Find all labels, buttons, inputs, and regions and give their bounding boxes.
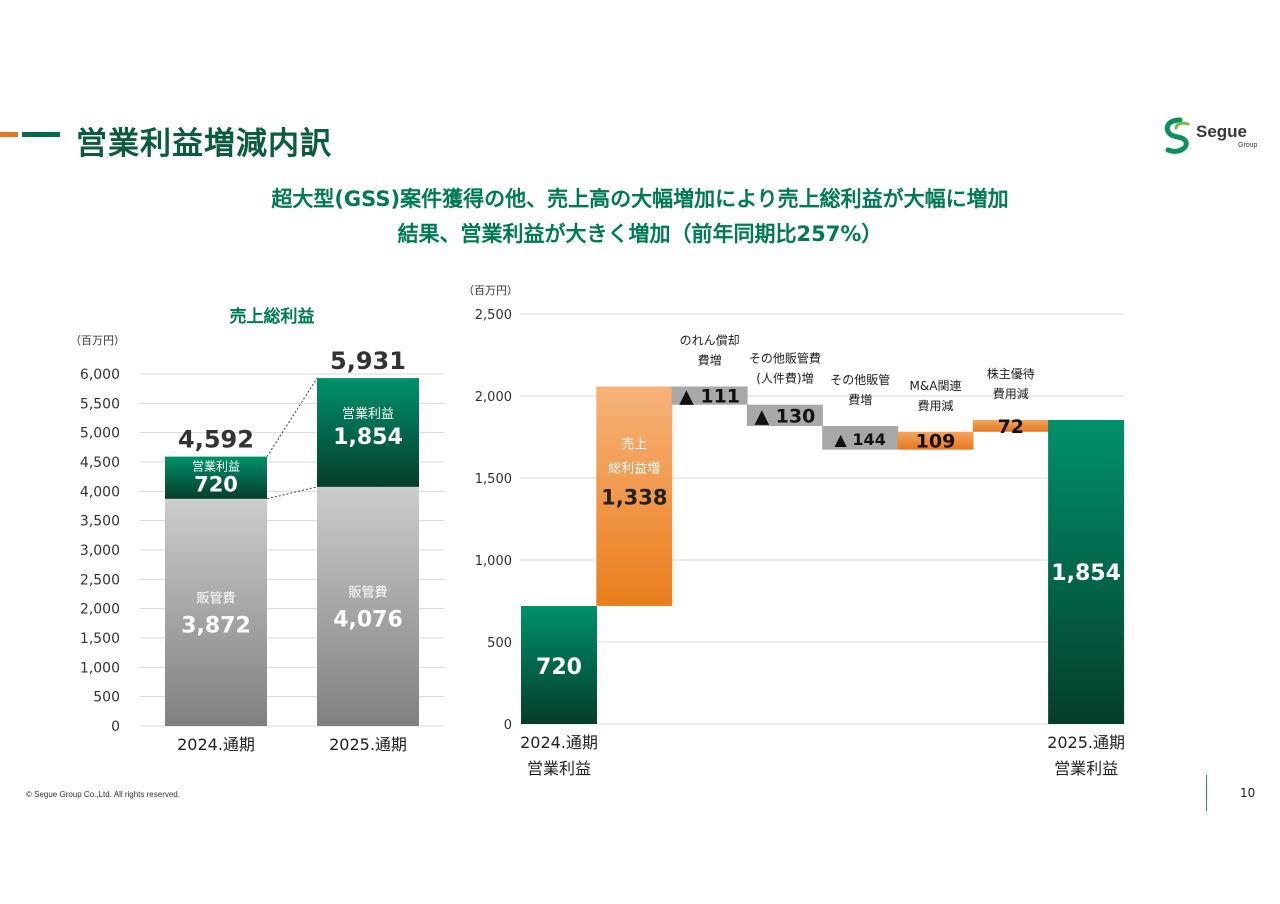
chart2-x-tick-line2: 営業利益 [527,759,591,778]
chart2-bar-decrease [671,386,748,405]
chart2-step-label-line1: その他販管費 [749,351,821,366]
chart1-x-tick: 2025.通期 [329,735,407,754]
chart2-bar-total [521,605,597,724]
chart1-y-tick: 1,000 [80,660,120,676]
chart1-title: 売上総利益 [230,306,315,327]
chart2-bar-increase [972,419,1049,432]
chart2-step-label-line2: 費増 [698,352,722,367]
chart1-sga-name: 販管費 [348,585,387,600]
chart2-step-value: 72 [998,416,1024,438]
chart2-step-label-line2: 費増 [848,392,872,407]
chart1-y-tick: 2,500 [80,572,120,588]
chart2-unit-label: （百万円） [463,284,518,297]
chart2-bar-total [1048,419,1125,724]
chart2-step-label-line1: その他販管 [830,372,890,387]
chart2-step-label-line2: 費用減 [993,386,1029,401]
chart1-unit-label: （百万円） [70,334,125,347]
chart2-step-label-line2: 総利益増 [608,461,660,476]
chart1-connector-top [266,377,318,457]
chart1-y-tick: 6,000 [80,367,120,383]
chart2-total-value: 1,854 [1051,561,1121,586]
chart2-y-tick: 0 [504,718,512,733]
chart1-op-value: 1,854 [333,425,403,450]
chart2-step-label-line1: 売上 [621,436,647,452]
subtitle-line-1: 超大型(GSS)案件獲得の他、売上高の大幅増加により売上総利益が大幅に増加 [271,187,1009,211]
chart1-sga-name: 販管費 [196,591,235,606]
chart2-y-tick: 1,500 [475,472,512,487]
chart1-y-tick: 3,000 [80,543,120,559]
chart1-y-tick: 4,500 [80,455,120,471]
chart1-y-tick: 5,000 [80,426,120,442]
chart1-op-name: 営業利益 [192,460,240,474]
logo-sub: Group [1238,142,1258,149]
title-accent-green [22,132,60,137]
chart2-y-tick: 2,000 [475,390,512,405]
chart2-step-label-line2: (人件費)増 [756,371,813,386]
subtitle-line-2: 結果、営業利益が大きく増加（前年同期比257%） [397,222,883,246]
chart1-y-tick: 500 [93,690,120,706]
chart2-step-label-line1: のれん償却 [680,333,740,347]
chart1-total-label: 4,592 [178,426,254,454]
page-title: 営業利益増減内訳 [76,126,332,162]
chart1-op-value: 720 [194,473,238,497]
chart1-bar-op-profit [165,456,267,499]
chart1-total-label: 5,931 [330,347,406,375]
chart1-bar-sga [317,486,419,726]
chart2-bar-increase [897,431,974,450]
chart1-sga-value: 4,076 [333,607,403,632]
segue-logo-icon [1164,117,1190,154]
chart1-op-name: 営業利益 [342,406,394,422]
chart2-x-tick-line1: 2025.通期 [1047,733,1125,752]
chart2-step-label-line1: M&A関連 [910,379,962,393]
chart2-step-value: 1,338 [601,485,667,509]
chart2-x-tick-line2: 営業利益 [1054,759,1118,778]
chart1-y-tick: 2,000 [80,602,120,618]
page-number: 10 [1240,786,1256,800]
chart1-y-tick: 4,000 [80,484,120,500]
chart2-step-value: ▲ 130 [754,405,815,427]
chart1-bar-sga [165,498,267,726]
chart2-y-tick: 500 [487,636,512,651]
chart1-y-tick: 1,500 [80,631,120,647]
chart2-step-value: 109 [916,431,956,453]
chart2-step-value: ▲ 144 [835,430,886,449]
chart1-bar-op-profit [317,378,419,487]
chart1-x-tick: 2024.通期 [177,735,255,754]
chart2-x-tick-line1: 2024.通期 [520,733,598,752]
chart2-bar-decrease [822,426,899,450]
chart2-bar-increase [596,386,673,606]
logo-text: Segue [1196,122,1248,141]
chart1-connector-bottom [266,486,318,500]
title-accent-orange [0,132,18,137]
chart2-step-label-line1: 株主優待 [987,366,1035,381]
chart2-bar-decrease [746,404,823,427]
chart1-sga-value: 3,872 [181,613,251,638]
chart1-y-tick: 5,500 [80,396,120,412]
chart1-y-tick: 0 [111,719,120,735]
chart2-y-tick: 1,000 [475,554,512,569]
chart2-step-value: ▲ 111 [679,386,740,408]
chart1-y-tick: 3,500 [80,514,120,530]
copyright-footer: © Segue Group Co.,Ltd. All rights reserv… [26,790,180,799]
chart2-step-label-line2: 費用減 [917,398,953,413]
page-divider [1206,775,1207,811]
chart2-y-tick: 2,500 [475,308,512,323]
chart2-total-value: 720 [536,655,582,680]
